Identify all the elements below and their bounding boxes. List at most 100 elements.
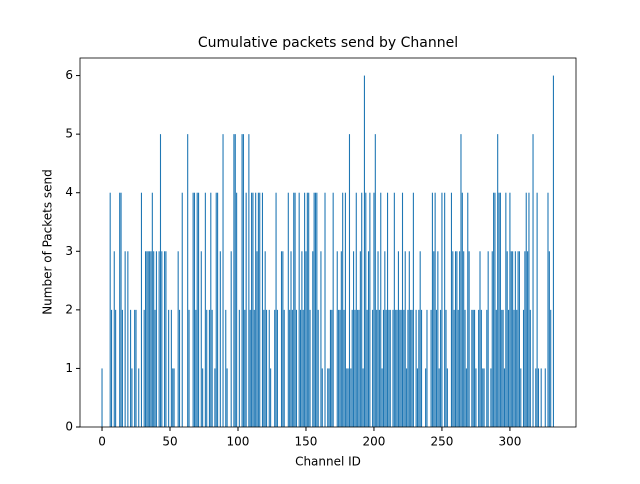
bar xyxy=(437,251,439,427)
bar xyxy=(353,251,355,427)
bar xyxy=(378,309,380,427)
bar xyxy=(161,251,163,427)
bar xyxy=(468,251,470,427)
x-tick-label: 150 xyxy=(295,435,318,449)
bar xyxy=(381,368,383,427)
bar xyxy=(490,368,492,427)
bar xyxy=(505,192,507,427)
bar xyxy=(121,309,123,427)
bar xyxy=(242,134,244,427)
bar xyxy=(143,309,145,427)
bar xyxy=(332,192,334,427)
bar xyxy=(324,192,326,427)
bar xyxy=(234,134,236,427)
bar xyxy=(450,192,452,427)
bar xyxy=(535,368,537,427)
bar xyxy=(351,309,353,427)
y-tick-label: 4 xyxy=(65,185,73,199)
bar xyxy=(483,368,485,427)
bar xyxy=(202,368,204,427)
bar xyxy=(407,309,409,427)
bar xyxy=(252,192,254,427)
bar xyxy=(425,368,427,427)
bar xyxy=(331,309,333,427)
bar xyxy=(380,192,382,427)
bar xyxy=(304,192,306,427)
y-axis-label: Number of Packets send xyxy=(41,169,55,315)
bar xyxy=(389,309,391,427)
bar xyxy=(403,309,405,427)
bar xyxy=(395,309,397,427)
bar xyxy=(438,368,440,427)
bar xyxy=(365,192,367,427)
bar xyxy=(206,309,208,427)
bar xyxy=(119,192,121,427)
bar xyxy=(268,309,270,427)
bar xyxy=(298,192,300,427)
bar xyxy=(433,251,435,427)
bar xyxy=(482,368,484,427)
bar xyxy=(338,309,340,427)
bar xyxy=(317,309,319,427)
x-tick-label: 0 xyxy=(98,435,106,449)
bar xyxy=(382,309,385,427)
bar xyxy=(498,192,500,427)
bar xyxy=(308,192,310,427)
bar xyxy=(290,251,292,427)
bar xyxy=(208,309,210,427)
bar xyxy=(259,192,261,427)
bar xyxy=(144,251,147,427)
bar xyxy=(170,309,172,427)
bar xyxy=(456,251,458,427)
bar xyxy=(138,368,140,427)
bar xyxy=(154,309,156,427)
bar xyxy=(493,192,495,427)
bar xyxy=(431,192,433,427)
bar xyxy=(411,309,413,427)
bar xyxy=(198,192,200,427)
bar xyxy=(366,309,368,427)
bar xyxy=(472,309,474,427)
bar xyxy=(291,309,293,427)
bar xyxy=(233,134,235,427)
bar xyxy=(192,192,194,427)
bar xyxy=(275,192,277,427)
bar xyxy=(527,251,529,427)
bar xyxy=(276,309,278,427)
bar xyxy=(393,192,395,427)
bar xyxy=(266,309,268,427)
y-tick-label: 0 xyxy=(65,420,73,434)
bar xyxy=(524,251,526,427)
bar xyxy=(346,368,348,427)
bar xyxy=(181,192,183,427)
bar xyxy=(135,309,137,427)
bar xyxy=(343,309,345,427)
x-tick-label: 200 xyxy=(363,435,386,449)
plot-frame xyxy=(79,57,577,428)
bar xyxy=(362,368,364,427)
bar xyxy=(134,309,136,427)
bar xyxy=(475,368,477,427)
bar xyxy=(525,192,527,427)
bar xyxy=(340,251,342,427)
bar xyxy=(459,251,461,427)
bar xyxy=(328,368,330,427)
bar xyxy=(446,368,448,427)
bar xyxy=(453,309,455,427)
bar xyxy=(363,75,365,428)
bar xyxy=(149,251,151,427)
bar xyxy=(146,251,148,427)
bar xyxy=(421,309,423,427)
bar xyxy=(499,192,501,427)
bar xyxy=(503,368,506,427)
bar xyxy=(188,309,190,427)
bar xyxy=(495,309,497,427)
bar xyxy=(289,309,291,427)
bar xyxy=(412,192,414,427)
chart-title: Cumulative packets send by Channel xyxy=(198,35,458,51)
bar xyxy=(270,368,272,427)
x-tick-label: 300 xyxy=(498,435,521,449)
bar xyxy=(516,309,518,427)
bar xyxy=(528,192,530,427)
bar xyxy=(321,368,323,427)
